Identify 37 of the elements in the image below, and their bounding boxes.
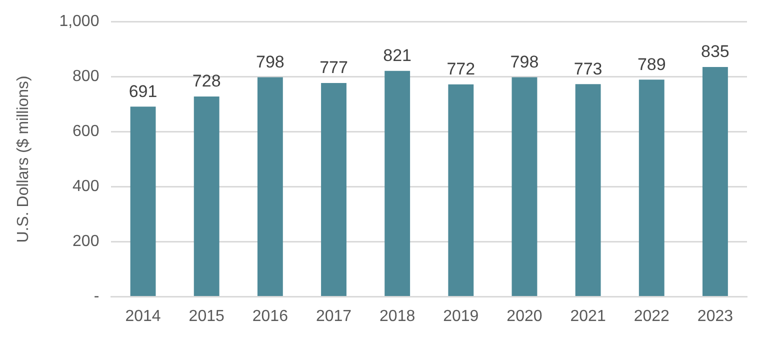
x-tick-label: 2017 bbox=[316, 308, 352, 325]
data-label: 789 bbox=[637, 54, 666, 74]
y-tick-label: 1,000 bbox=[59, 13, 100, 30]
y-tick-label: - bbox=[94, 288, 100, 306]
y-tick-label: 200 bbox=[72, 233, 100, 250]
x-tick-label: 2020 bbox=[506, 308, 542, 325]
data-label: 728 bbox=[192, 72, 221, 91]
bar bbox=[384, 70, 410, 296]
bar bbox=[702, 67, 728, 296]
data-label: 821 bbox=[383, 46, 412, 66]
x-tick-label: 2014 bbox=[125, 308, 161, 325]
data-label: 772 bbox=[446, 60, 476, 79]
x-tick-label: 2016 bbox=[252, 308, 288, 325]
data-label: 798 bbox=[510, 52, 539, 72]
data-label: 777 bbox=[320, 58, 348, 78]
y-tick-label: 600 bbox=[72, 123, 100, 140]
y-tick-label: 800 bbox=[72, 68, 100, 86]
data-label: 773 bbox=[574, 59, 602, 78]
bar bbox=[257, 77, 283, 296]
data-label: 798 bbox=[256, 52, 284, 72]
bar bbox=[448, 84, 474, 296]
y-axis-title: U.S. Dollars ($ millions) bbox=[15, 76, 32, 243]
y-tick-label: 400 bbox=[72, 178, 100, 196]
x-tick-label: 2018 bbox=[380, 308, 416, 325]
x-tick-label: 2019 bbox=[443, 308, 479, 325]
bar bbox=[638, 80, 664, 296]
x-tick-label: 2023 bbox=[697, 308, 734, 325]
bar bbox=[575, 84, 601, 296]
x-tick-label: 2015 bbox=[188, 308, 224, 325]
data-label: 835 bbox=[701, 42, 730, 62]
data-label: 691 bbox=[128, 82, 158, 101]
bar bbox=[130, 106, 156, 296]
bar bbox=[321, 82, 346, 296]
x-tick-label: 2021 bbox=[570, 308, 606, 325]
bar bbox=[512, 77, 538, 296]
bar bbox=[194, 96, 220, 296]
x-tick-label: 2022 bbox=[634, 308, 670, 325]
